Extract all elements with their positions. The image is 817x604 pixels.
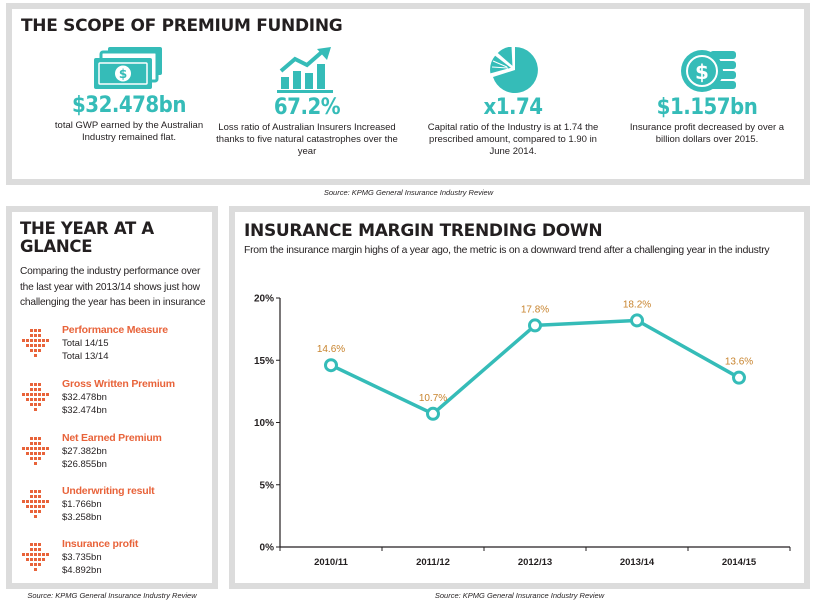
x-tick-label: 2014/15 <box>722 557 757 568</box>
x-tick-label: 2011/12 <box>416 557 450 568</box>
scope-panel: THE SCOPE OF PREMIUM FUNDING $ $32.478bn… <box>6 3 810 185</box>
kpi-value: $32.478bn <box>72 93 186 118</box>
measure-value-1415: $3.735bn <box>62 552 102 563</box>
measure-value-1314: $26.855bn <box>62 459 107 470</box>
scope-title: THE SCOPE OF PREMIUM FUNDING <box>21 16 343 36</box>
measure-value-1314: $3.258bn <box>62 512 102 523</box>
measure-label: Underwriting result <box>62 485 155 497</box>
x-tick-label: 2013/14 <box>620 557 655 568</box>
measure-value-1415: $1.766bn <box>62 499 102 510</box>
measure-item: Underwriting result $1.766bn $3.258bn <box>20 485 210 537</box>
chart-title: INSURANCE MARGIN TRENDING DOWN <box>244 221 603 241</box>
margin-panel: INSURANCE MARGIN TRENDING DOWN From the … <box>229 206 810 589</box>
bar-chart-rising-icon <box>277 47 333 93</box>
measure-label: Insurance profit <box>62 538 139 550</box>
data-point <box>324 358 338 373</box>
dotted-arrow-icon <box>22 383 49 411</box>
line-chart: 0% 5% 10% 15% 20% 2010/11 2011/12 2012/13 2013/1… <box>254 294 791 568</box>
kpi-insurance-profit: $ $1.157bn Insurance profit decreased by… <box>612 47 802 146</box>
data-label: 13.6% <box>725 357 753 368</box>
series-line <box>330 318 740 416</box>
pie-chart-icon <box>489 47 538 93</box>
y-tick-label: 0% <box>260 543 275 554</box>
y-tick-label: 5% <box>260 480 275 491</box>
measure-value-1415: $27.382bn <box>62 446 107 457</box>
kpi-value: x1.74 <box>483 95 543 120</box>
data-label: 10.7% <box>419 393 447 404</box>
dotted-arrow-icon <box>22 329 49 357</box>
y-tick-label: 10% <box>254 418 274 429</box>
cash-icon: $ <box>94 47 162 89</box>
measure-label: Net Earned Premium <box>62 432 162 444</box>
measure-item: Gross Written Premium $32.478bn $32.474b… <box>20 378 210 430</box>
y-tick-label: 20% <box>254 294 274 305</box>
dotted-arrow-icon <box>22 437 49 465</box>
svg-text:$: $ <box>695 60 709 84</box>
dotted-arrow-icon <box>22 490 49 518</box>
coin-stack-icon: $ <box>681 50 736 92</box>
kpi-description: Loss ratio of Australian Insurers Increa… <box>216 122 398 157</box>
measure-value-1415: $32.478bn <box>62 392 107 403</box>
kpi-description: Capital ratio of the Industry is at 1.74… <box>427 122 599 157</box>
kpi-description: Insurance profit decreased by over a bil… <box>629 122 785 145</box>
glance-source: Source: KPMG General Insurance Industry … <box>27 591 197 600</box>
scope-source: Source: KPMG General Insurance Industry … <box>323 188 494 197</box>
kpi-value: 67.2% <box>273 95 341 120</box>
data-point <box>426 406 440 421</box>
measure-value-1415: Total 14/15 <box>62 338 109 349</box>
measure-label: Gross Written Premium <box>62 378 175 390</box>
kpi-capital-ratio: x1.74 Capital ratio of the Industry is a… <box>418 47 608 158</box>
data-point <box>732 370 746 385</box>
kpi-gwp: $ $32.478bn total GWP earned by the Aust… <box>34 47 224 144</box>
glance-panel: THE YEAR AT A GLANCE Comparing the indus… <box>6 206 218 589</box>
measure-item: Insurance profit $3.735bn $4.892bn <box>20 538 210 590</box>
measure-item: Performance Measure Total 14/15 Total 13… <box>20 324 210 376</box>
measure-value-1314: $4.892bn <box>62 565 102 576</box>
margin-source: Source: KPMG General Insurance Industry … <box>434 591 605 600</box>
measure-value-1314: Total 13/14 <box>62 351 109 362</box>
y-tick-label: 15% <box>254 356 274 367</box>
data-label: 17.8% <box>521 304 549 315</box>
x-tick-label: 2010/11 <box>314 557 349 568</box>
measure-item: Net Earned Premium $27.382bn $26.855bn <box>20 432 210 484</box>
x-tick-label: 2012/13 <box>518 557 552 568</box>
data-point <box>630 313 644 328</box>
glance-intro: Comparing the industry performance over … <box>20 266 206 308</box>
svg-text:$: $ <box>119 67 127 81</box>
measure-value-1314: $32.474bn <box>62 405 107 416</box>
data-label: 18.2% <box>623 299 651 310</box>
kpi-value: $1.157bn <box>656 95 758 120</box>
kpi-description: total GWP earned by the Australian Indus… <box>54 120 204 143</box>
measure-label: Performance Measure <box>62 324 168 336</box>
data-label: 14.6% <box>317 344 345 355</box>
data-point <box>528 318 542 333</box>
kpi-loss-ratio: 67.2% Loss ratio of Australian Insurers … <box>212 47 402 158</box>
dotted-arrow-icon <box>22 543 49 571</box>
glance-title: THE YEAR AT A GLANCE <box>20 219 154 256</box>
chart-subtitle: From the insurance margin highs of a yea… <box>244 245 770 256</box>
